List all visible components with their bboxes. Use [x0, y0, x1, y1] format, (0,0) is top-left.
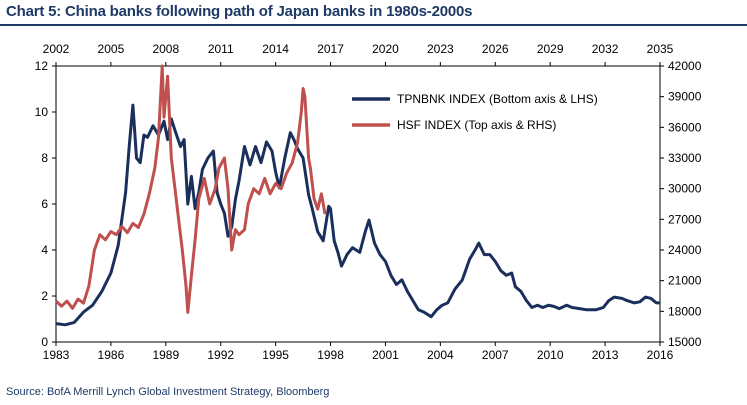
x-tick-label-top: 2023: [427, 42, 454, 56]
x-tick-label-bottom: 1995: [262, 348, 289, 362]
y-tick-label-left: 12: [35, 59, 49, 73]
x-tick-label-bottom: 2013: [592, 348, 619, 362]
y-tick-label-right: 18000: [668, 304, 702, 318]
x-tick-label-bottom: 1983: [43, 348, 70, 362]
x-tick-label-bottom: 1998: [317, 348, 344, 362]
series-line-hsf: [54, 64, 327, 314]
x-tick-label-top: 2032: [592, 42, 619, 56]
source-note: Source: BofA Merrill Lynch Global Invest…: [6, 386, 330, 398]
x-tick-label-top: 2014: [262, 42, 289, 56]
x-tick-label-bottom: 1989: [152, 348, 179, 362]
x-tick-label-top: 2026: [482, 42, 509, 56]
x-tick-label-bottom: 1992: [207, 348, 234, 362]
y-tick-label-right: 33000: [668, 151, 702, 165]
y-tick-label-left: 0: [41, 335, 48, 349]
x-tick-label-bottom: 2007: [482, 348, 509, 362]
x-tick-label-top: 2020: [372, 42, 399, 56]
y-tick-label-right: 21000: [668, 274, 702, 288]
x-tick-label-bottom: 2010: [537, 348, 564, 362]
y-tick-label-left: 8: [41, 151, 48, 165]
x-tick-label-top: 2008: [152, 42, 179, 56]
x-tick-label-bottom: 2016: [647, 348, 674, 362]
axes-layer: 1983 1986 1989 1992 1995 1998 2001 2004 2007 2010…: [35, 42, 702, 362]
legend: TPNBNK INDEX (Bottom axis & LHS) HSF INDE…: [352, 92, 598, 132]
y-tick-label-left: 10: [35, 105, 49, 119]
y-tick-label-right: 42000: [668, 59, 702, 73]
legend-label: HSF INDEX (Top axis & RHS): [397, 118, 556, 132]
chart-title: Chart 5: China banks following path of J…: [6, 3, 473, 20]
x-tick-label-top: 2017: [317, 42, 344, 56]
y-tick-label-right: 30000: [668, 182, 702, 196]
x-tick-label-bottom: 2001: [372, 348, 399, 362]
y-tick-label-right: 27000: [668, 212, 702, 226]
series-line-tpnbnk: [55, 103, 660, 327]
x-tick-label-top: 2035: [647, 42, 674, 56]
title-underline: [0, 24, 747, 26]
x-tick-label-bottom: 2004: [427, 348, 454, 362]
legend-label: TPNBNK INDEX (Bottom axis & LHS): [397, 92, 598, 106]
y-tick-label-right: 39000: [668, 90, 702, 104]
y-tick-label-right: 36000: [668, 120, 702, 134]
y-tick-label-right: 24000: [668, 243, 702, 257]
y-tick-label-left: 4: [41, 243, 48, 257]
y-tick-label-left: 6: [41, 197, 48, 211]
y-tick-label-left: 2: [41, 289, 48, 303]
x-tick-label-top: 2029: [537, 42, 564, 56]
x-tick-label-top: 2011: [208, 42, 234, 56]
x-tick-label-top: 2005: [98, 42, 125, 56]
x-tick-label-top: 2002: [43, 42, 70, 56]
series-layer: [54, 64, 660, 327]
y-tick-label-right: 15000: [668, 335, 702, 349]
x-tick-label-bottom: 1986: [98, 348, 125, 362]
